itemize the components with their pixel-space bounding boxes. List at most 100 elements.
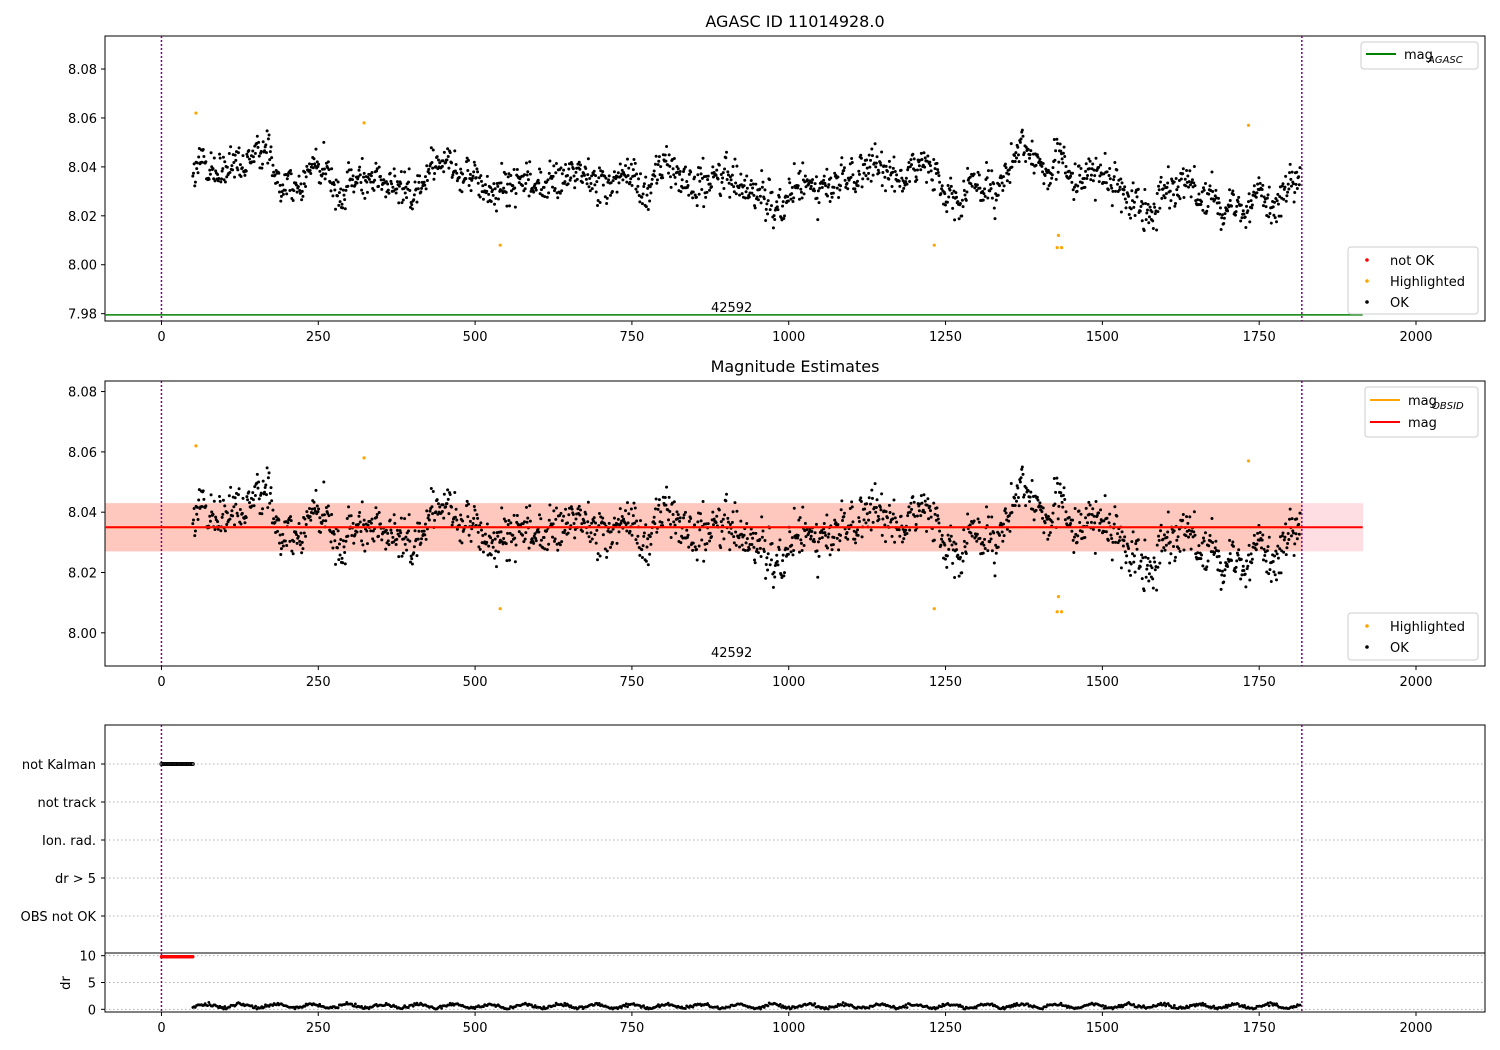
ok-point [1202, 539, 1206, 543]
ok-point [473, 163, 477, 167]
ok-point [1138, 565, 1142, 569]
ok-point [496, 184, 500, 188]
ok-point [1246, 553, 1250, 557]
ok-point [1279, 214, 1283, 218]
ok-point [436, 502, 440, 506]
ok-point [700, 538, 704, 542]
ok-point [341, 188, 345, 192]
ok-point [869, 528, 873, 532]
ok-point [374, 506, 378, 510]
ok-point [895, 173, 899, 177]
ok-point [775, 559, 779, 563]
ok-point [908, 528, 912, 532]
ok-point [1075, 540, 1079, 544]
ok-point [1239, 577, 1243, 581]
ok-point [1087, 500, 1091, 504]
ok-point [908, 179, 912, 183]
ok-point [350, 534, 354, 538]
ok-point [1040, 510, 1044, 514]
ok-point [1276, 202, 1280, 206]
ok-point [665, 145, 669, 149]
ok-point [1288, 171, 1292, 175]
ok-point [389, 179, 393, 183]
ok-point [468, 177, 472, 181]
ok-point [731, 510, 735, 514]
ok-point [586, 157, 590, 161]
ok-point [472, 504, 476, 508]
ok-point [937, 174, 941, 178]
ok-point [659, 510, 663, 514]
ok-point [611, 179, 615, 183]
dr-ok-point [1009, 1005, 1012, 1009]
ok-point [1141, 202, 1145, 206]
ok-point [410, 203, 414, 207]
dr-ok-point [411, 1004, 415, 1008]
ok-point [243, 173, 247, 177]
ok-point [796, 533, 800, 537]
ok-point [1008, 529, 1012, 533]
ok-point [346, 184, 350, 188]
ok-point [455, 518, 459, 522]
ok-point [1064, 164, 1068, 168]
ok-point [471, 174, 475, 178]
ok-point [893, 516, 897, 520]
ok-point [548, 159, 552, 163]
ok-point [403, 542, 407, 546]
ok-point [1181, 172, 1185, 176]
ok-point [919, 151, 923, 155]
ok-point [644, 523, 648, 527]
y-tick-label: 0 [88, 1003, 96, 1018]
ok-point [264, 483, 268, 487]
ok-point [454, 163, 458, 167]
ok-point [1158, 561, 1162, 565]
ok-point [981, 189, 985, 193]
ok-point [523, 187, 527, 191]
ok-point [245, 152, 249, 156]
ok-point [932, 538, 936, 542]
ok-point [1129, 562, 1133, 566]
ok-point [517, 181, 521, 185]
ok-point [667, 153, 671, 157]
ok-point [726, 520, 730, 524]
ok-point [920, 158, 924, 162]
ok-point [909, 501, 913, 505]
ok-point [888, 165, 892, 169]
ok-point [1018, 140, 1022, 144]
ok-point [1084, 506, 1088, 510]
ok-point [620, 514, 624, 518]
ok-point [1297, 522, 1301, 526]
ok-point [479, 179, 483, 183]
ok-point [336, 180, 340, 184]
ok-point [786, 547, 790, 551]
ok-point [977, 173, 981, 177]
ok-point [493, 537, 497, 541]
ok-point [342, 193, 346, 197]
highlighted-point [1055, 610, 1059, 614]
ok-point [1026, 489, 1030, 493]
ok-point [668, 164, 672, 168]
ok-point [212, 156, 216, 160]
ok-point [438, 505, 442, 509]
ok-point [384, 547, 388, 551]
ok-point [1079, 167, 1083, 171]
ok-point [906, 514, 910, 518]
ok-point [1103, 494, 1107, 498]
ok-point [1286, 182, 1290, 186]
ok-point [1007, 519, 1011, 523]
ok-point [650, 177, 654, 181]
dr-ok-point [778, 1002, 782, 1006]
ok-point [1160, 549, 1164, 553]
ok-point [622, 517, 626, 521]
ok-point [362, 171, 366, 175]
ok-point [409, 554, 413, 558]
ok-point [524, 505, 528, 509]
ok-point [506, 175, 510, 179]
ok-point [978, 536, 982, 540]
ok-point [1187, 180, 1191, 184]
ok-point [922, 151, 926, 155]
ok-point [1264, 205, 1268, 209]
ok-point [472, 516, 476, 520]
ok-point [1097, 528, 1101, 532]
ok-point [492, 182, 496, 186]
ok-point [1190, 178, 1194, 182]
